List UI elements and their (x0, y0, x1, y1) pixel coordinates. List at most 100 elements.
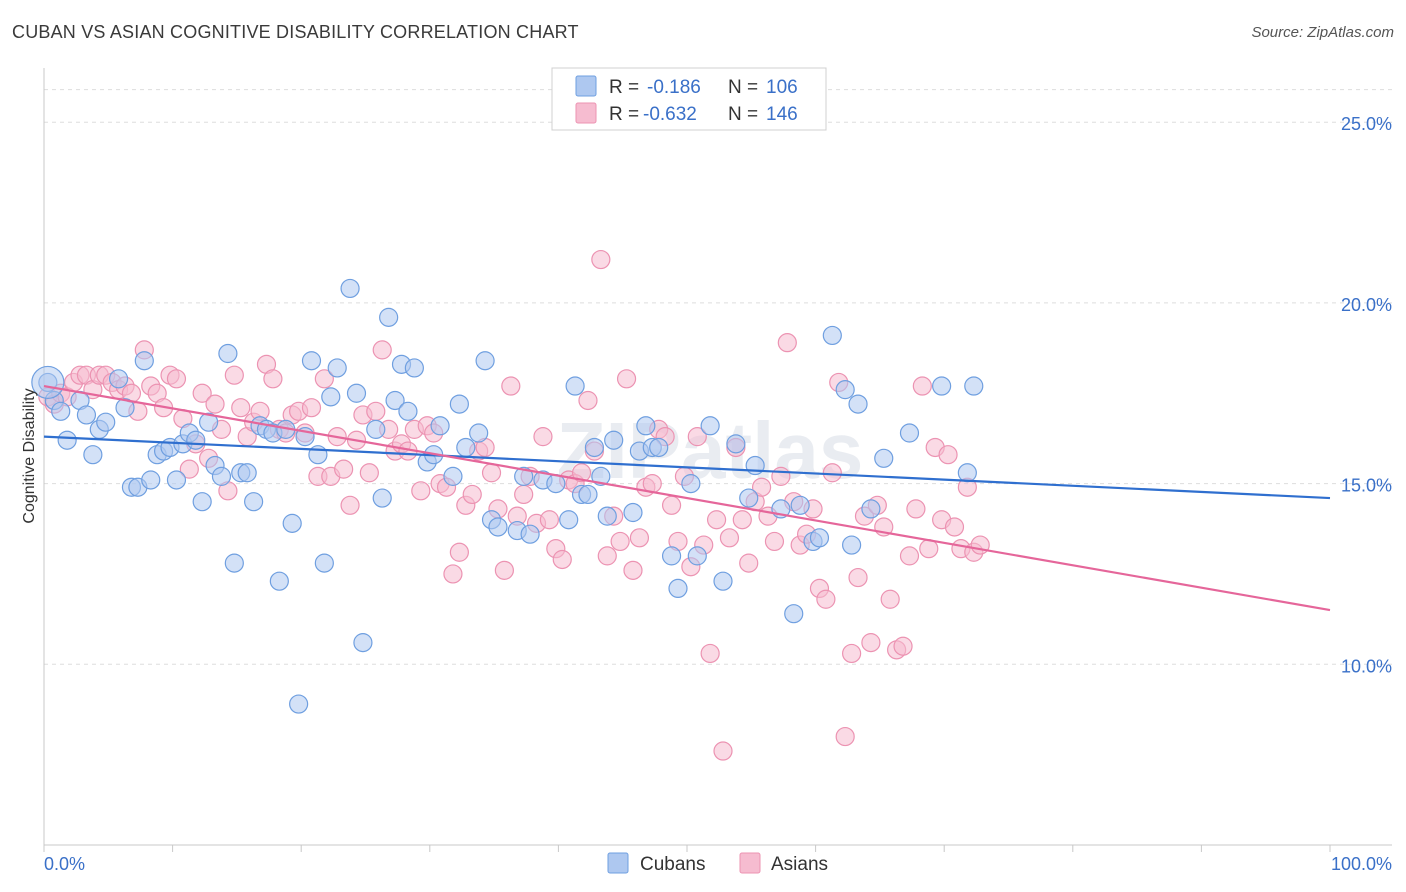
cubans-point (218, 343, 238, 364)
cubans-point (899, 423, 920, 443)
chart-title: CUBAN VS ASIAN COGNITIVE DISABILITY CORR… (12, 22, 579, 42)
cubans-point (932, 376, 952, 396)
asians-point (848, 567, 868, 588)
cubans-point (456, 437, 476, 458)
cubans-point (739, 488, 759, 508)
cubans-point (321, 387, 341, 407)
cubans-point (514, 466, 534, 486)
cubans-point (269, 571, 289, 591)
asians-trend-line (43, 384, 1331, 612)
cubans-point (700, 416, 720, 436)
cubans-point (469, 423, 489, 443)
cubans-point (237, 463, 257, 483)
cubans-point (379, 307, 399, 327)
asians-point (314, 369, 334, 389)
asians-point (629, 528, 650, 548)
asians-point (205, 394, 225, 414)
asians-point (340, 495, 360, 515)
asians-point (578, 390, 598, 411)
asians-point (751, 477, 772, 497)
asians-point (552, 549, 572, 570)
asians-point (616, 369, 637, 389)
y-tick-label: 10.0% (1341, 656, 1392, 676)
asians-point (912, 376, 932, 396)
cubans-point (822, 325, 842, 346)
cubans-point (353, 633, 373, 653)
cubans-point (289, 694, 309, 714)
cubans-point (141, 470, 161, 490)
asians-point (501, 376, 521, 396)
cubans-point (687, 546, 707, 566)
cubans-point (327, 358, 347, 378)
asians-point (166, 369, 187, 389)
asians-point (231, 398, 251, 418)
cubans-point (57, 430, 77, 450)
cubans-point (301, 351, 322, 371)
cubans-point (76, 405, 97, 425)
legend-r-label: R = (609, 77, 639, 98)
asians-point (514, 484, 534, 505)
cubans-point-large (31, 365, 65, 400)
cubans-trend-line (43, 435, 1331, 500)
asians-point (777, 333, 797, 353)
asians-point (732, 510, 752, 530)
cubans-point (340, 278, 360, 299)
legend-r-label: R = (609, 104, 639, 125)
asians-point (481, 463, 502, 483)
cubans-point (623, 502, 643, 523)
bottom-legend-label-asians: Asians (771, 854, 828, 875)
legend-swatch-cubans (575, 75, 597, 97)
cubans-point (314, 553, 334, 573)
cubans-point (449, 394, 469, 414)
cubans-point (443, 466, 463, 486)
x-tick-label-max: 100.0% (1331, 854, 1392, 874)
cubans-point (649, 437, 669, 458)
cubans-point (398, 401, 418, 421)
asians-point (334, 459, 354, 479)
asians-point (719, 528, 740, 548)
cubans-point (488, 517, 508, 537)
cubans-point (475, 351, 495, 371)
cubans-point (244, 492, 264, 512)
cubans-point (809, 528, 830, 548)
y-tick-label: 25.0% (1341, 114, 1392, 134)
cubans-point (559, 510, 579, 530)
asians-point (591, 249, 611, 270)
cubans-point (681, 474, 701, 494)
cubans-points (31, 278, 984, 714)
bottom-legend-swatch-asians (739, 852, 761, 874)
cubans-point (199, 412, 219, 432)
asians-point (263, 369, 283, 389)
cubans-point (366, 419, 386, 439)
cubans-point (964, 376, 984, 396)
cubans-point (790, 495, 810, 515)
asians-point (661, 495, 682, 515)
legend-n-value: 106 (766, 77, 798, 98)
asians-point (771, 466, 791, 486)
cubans-point (96, 412, 116, 432)
asians-point (893, 636, 913, 656)
cubans-point (372, 488, 392, 508)
cubans-point (166, 470, 187, 490)
asians-point (597, 546, 617, 566)
cubans-point (957, 463, 977, 483)
cubans-point (604, 430, 624, 450)
cubans-point (597, 506, 617, 526)
cubans-point (848, 394, 868, 414)
cubans-point (346, 383, 367, 403)
cubans-point (520, 524, 540, 544)
cubans-point (874, 448, 894, 468)
cubans-point (668, 578, 688, 599)
asians-point (533, 427, 553, 447)
asians-point (462, 484, 482, 505)
cubans-point (115, 398, 135, 418)
cubans-point (636, 416, 656, 436)
legend-r-value: -0.632 (643, 104, 697, 125)
asians-point (610, 531, 630, 552)
asians-point (494, 560, 514, 580)
cubans-point (108, 369, 129, 389)
bottom-legend-swatch-cubans (607, 852, 629, 874)
trend-lines (43, 384, 1331, 612)
asians-point (372, 340, 392, 360)
asians-point (938, 445, 958, 465)
